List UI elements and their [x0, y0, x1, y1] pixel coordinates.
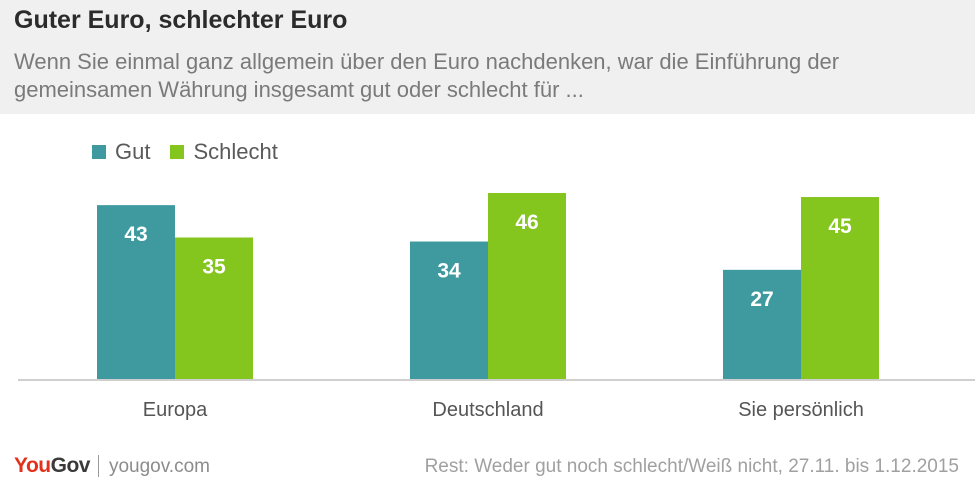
legend-label-schlecht: Schlecht [193, 139, 278, 164]
bar-gut-1 [97, 205, 175, 379]
logo-gov: Gov [50, 454, 91, 477]
data-label-gut-1: 43 [124, 223, 147, 246]
legend-item-gut: Gut [92, 139, 150, 165]
category-label-2: Deutschland [432, 399, 543, 421]
category-label-3: Sie persönlich [738, 399, 864, 421]
legend-item-schlecht: Schlecht [170, 139, 278, 165]
footnote: Rest: Weder gut noch schlecht/Weiß nicht… [424, 456, 959, 477]
chart-subtitle: Wenn Sie einmal ganz allgemein über den … [14, 49, 840, 102]
header-banner: Guter Euro, schlechter Euro Wenn Sie ein… [0, 0, 975, 114]
data-label-schlecht-3: 45 [828, 215, 852, 238]
logo-you: You [14, 454, 51, 477]
chart-title: Guter Euro, schlechter Euro [14, 6, 348, 34]
yougov-logo: You Gov yougov.com [14, 454, 210, 478]
brand-url: yougov.com [108, 456, 210, 477]
logo-divider [97, 455, 99, 477]
legend-swatch-schlecht [170, 145, 185, 159]
category-label-1: Europa [143, 399, 208, 421]
data-label-schlecht-2: 46 [515, 211, 538, 234]
legend-swatch-gut [92, 145, 106, 159]
bar-gut-3 [723, 269, 801, 379]
bar-schlecht-3 [801, 197, 879, 379]
legend-label-gut: Gut [115, 139, 151, 164]
bar-gut-2 [410, 241, 488, 379]
bar-schlecht-2 [488, 193, 566, 379]
bar-schlecht-1 [175, 237, 253, 379]
legend: Gut Schlecht [92, 139, 298, 165]
data-label-gut-2: 34 [437, 260, 461, 283]
data-label-gut-3: 27 [750, 288, 773, 311]
data-label-schlecht-1: 35 [202, 255, 226, 278]
